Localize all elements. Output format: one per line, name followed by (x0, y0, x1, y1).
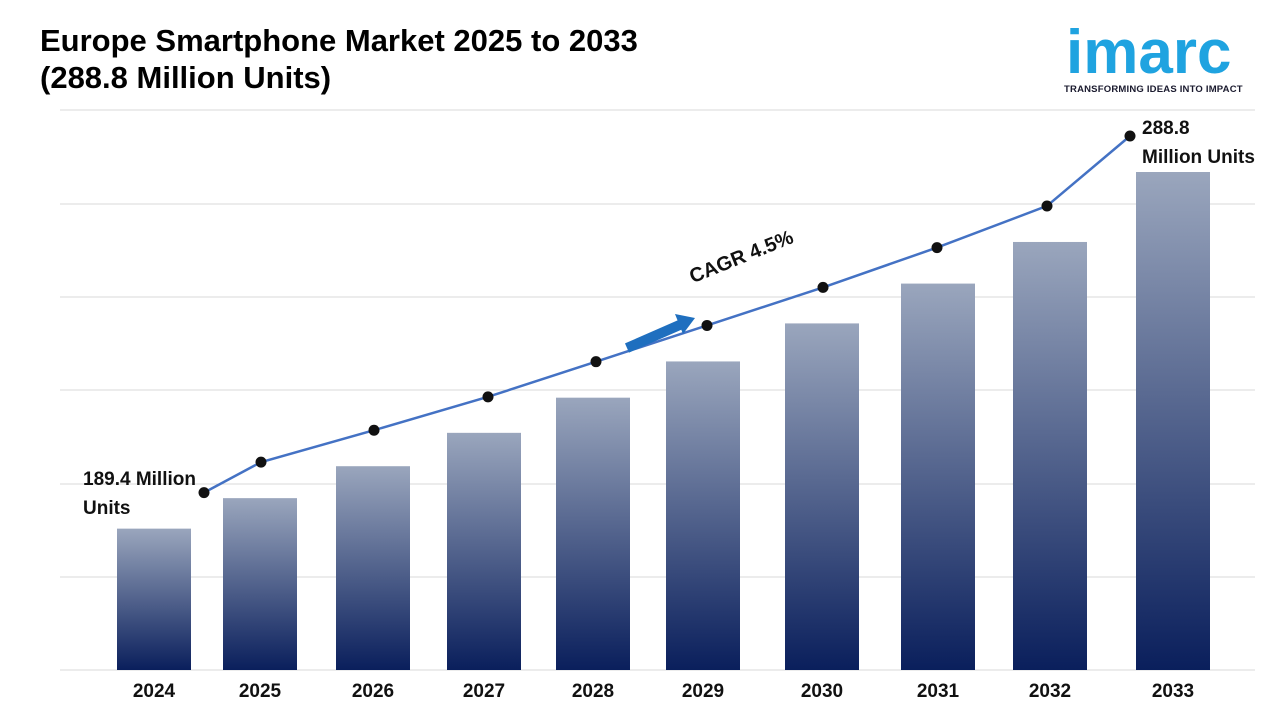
trend-marker-2033 (1124, 130, 1136, 142)
x-tick-label: 2024 (133, 681, 176, 702)
cagr-arrow-shaft (624, 318, 686, 353)
bar-2032 (1013, 241, 1087, 670)
end-value-line1: 288.8 (1142, 118, 1190, 139)
x-tick-label: 2026 (352, 681, 394, 702)
bar-2028 (556, 397, 630, 670)
x-tick-label: 2030 (801, 681, 843, 702)
trend-marker-2026 (368, 424, 380, 436)
logo-tagline: TRANSFORMING IDEAS INTO IMPACT (1064, 84, 1243, 95)
cagr-arrow-head (675, 314, 695, 334)
chart-title-line2: (288.8 Million Units) (40, 60, 332, 95)
bar-2033 (1136, 172, 1210, 670)
x-tick-label: 2033 (1152, 681, 1194, 702)
bar-2025 (223, 498, 297, 670)
x-tick-label: 2025 (239, 681, 282, 702)
start-value-line2: Units (83, 498, 131, 519)
trend-markers (198, 130, 1136, 499)
trend-marker-2025 (255, 456, 267, 468)
trend-marker-2028 (590, 356, 602, 368)
trend-marker-2030 (817, 281, 829, 293)
cagr-arrow (624, 314, 695, 353)
trend-marker-2027 (482, 391, 494, 403)
trend-marker-2029 (701, 319, 713, 331)
bar-2030 (785, 323, 859, 670)
end-value-line2: Million Units (1142, 147, 1255, 168)
trend-polyline (203, 135, 1131, 494)
chart-title: Europe Smartphone Market 2025 to 2033 (2… (40, 22, 840, 96)
bar-2031 (901, 283, 975, 670)
start-value-line1: 189.4 Million (83, 469, 196, 490)
end-value-annotation: 288.8 Million Units (1142, 114, 1280, 172)
bar-2024 (117, 528, 191, 670)
trend-marker-2024 (198, 487, 210, 499)
trend-marker-2032 (1041, 200, 1053, 212)
chart-title-line1: Europe Smartphone Market 2025 to 2033 (40, 23, 638, 58)
bar-2029 (666, 361, 740, 670)
bar-2026 (336, 466, 410, 670)
bars (117, 172, 1210, 670)
x-tick-label: 2027 (463, 681, 505, 702)
trend-line (203, 135, 1131, 494)
x-tick-label: 2029 (682, 681, 724, 702)
logo-wordmark: imarc (1066, 18, 1232, 87)
imarc-logo: imarc TRANSFORMING IDEAS INTO IMPACT (1060, 8, 1270, 98)
x-tick-label: 2032 (1029, 681, 1071, 702)
x-axis-ticks: 2024 2025 2026 2027 2028 2029 2030 2031 2032 2033 (133, 681, 1194, 702)
bar-2027 (447, 432, 521, 670)
start-value-annotation: 189.4 Million Units (83, 465, 223, 523)
x-tick-label: 2028 (572, 681, 614, 702)
trend-marker-2031 (931, 242, 943, 254)
x-tick-label: 2031 (917, 681, 960, 702)
